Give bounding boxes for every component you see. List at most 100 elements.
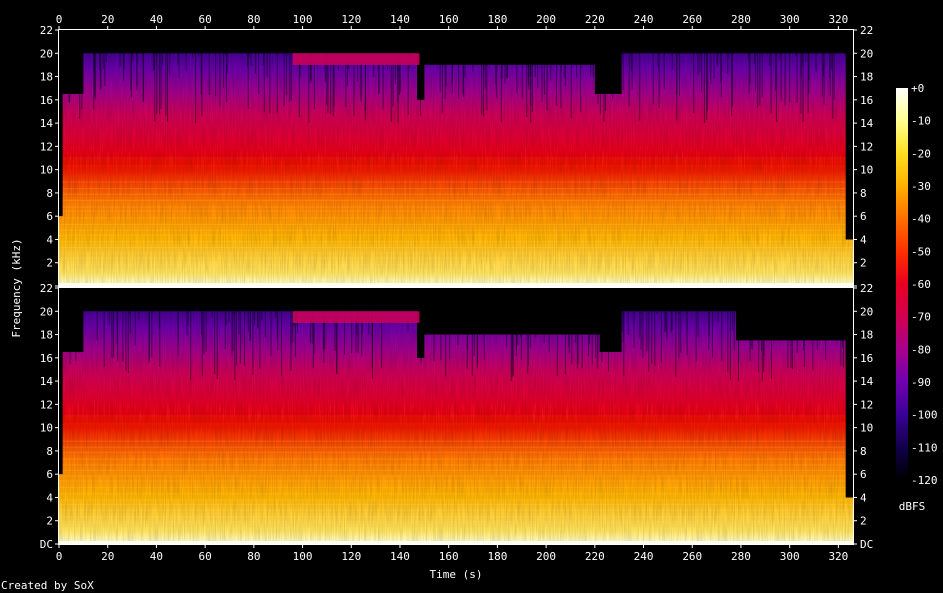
y-tick-label-left: 6 (46, 468, 53, 481)
colorbar-tick-label: -50 (911, 245, 931, 258)
y-tick-label-right: 22 (860, 24, 873, 37)
y-tick-label-left: 16 (40, 94, 53, 107)
x-axis: 0 0 20 20 40 40 60 60 80 80 100 100 120 120 140 140 160 1… (56, 13, 849, 563)
y-tick-label-right: 10 (860, 422, 873, 435)
y-tick-label-left: 12 (40, 398, 53, 411)
colorbar-tick-label: -110 (911, 441, 938, 454)
colorbar-tick-label: -40 (911, 213, 931, 226)
x-tick-label-top: 100 (293, 13, 313, 26)
y-tick-label-left: 20 (40, 47, 53, 60)
y-tick-label-left: 18 (40, 71, 53, 84)
x-tick-label-top: 80 (247, 13, 260, 26)
x-tick-label-top: 40 (150, 13, 163, 26)
colorbar-tick-label: -100 (911, 409, 938, 422)
y-tick-label-left: 4 (46, 491, 53, 504)
colorbar: +0 -10 -20 -30 -40 -50 -60 -70 -80 -90 -100 -110 -12… (896, 82, 938, 513)
colorbar-tick-label: +0 (911, 82, 924, 95)
x-tick-label-bottom: 40 (150, 550, 163, 563)
dc-line (59, 283, 853, 286)
y-tick-label-left: 2 (46, 515, 53, 528)
y-tick-label-right: 4 (860, 233, 867, 246)
colorbar-tick-label: -10 (911, 115, 931, 128)
x-tick-label-top: 180 (487, 13, 507, 26)
x-tick-label-bottom: 220 (585, 550, 605, 563)
y-tick-label-left: 2 (46, 257, 53, 270)
y-tick-label-right: 22 (860, 282, 873, 295)
x-tick-label-top: 220 (585, 13, 605, 26)
x-tick-label-top: 60 (199, 13, 212, 26)
y-tick-label-left: 14 (40, 117, 54, 130)
y-tick-label-right: 20 (860, 47, 873, 60)
x-tick-label-bottom: 320 (828, 550, 848, 563)
x-tick-label-top: 160 (439, 13, 459, 26)
colorbar-tick-label: -120 (911, 474, 938, 487)
x-tick-label-top: 200 (536, 13, 556, 26)
y-tick-label-right: 12 (860, 140, 873, 153)
x-tick-label-top: 260 (682, 13, 702, 26)
y-tick-label-left: 6 (46, 210, 53, 223)
y-tick-label-right: 18 (860, 71, 873, 84)
panel-frame (58, 29, 854, 287)
colorbar-tick-label: -20 (911, 147, 931, 160)
colorbar-tick-label: -30 (911, 180, 931, 193)
y-tick-label-right: 4 (860, 491, 867, 504)
panel-frame (58, 287, 854, 545)
x-tick-label-bottom: 120 (341, 550, 361, 563)
x-tick-label-bottom: 180 (487, 550, 507, 563)
y-tick-label-right: 14 (860, 375, 874, 388)
y-tick-label-right: 6 (860, 210, 867, 223)
y-tick-label-left: 10 (40, 164, 53, 177)
x-tick-label-bottom: 140 (390, 550, 410, 563)
colorbar-label: dBFS (899, 500, 926, 513)
x-tick-label-top: 140 (390, 13, 410, 26)
y-tick-label-left: 12 (40, 140, 53, 153)
colorbar-tick-label: -90 (911, 376, 931, 389)
x-tick-label-bottom: 240 (634, 550, 654, 563)
y-tick-label-left: 22 (40, 282, 53, 295)
y-tick-label-left: 16 (40, 352, 53, 365)
y-tick-label-right: 16 (860, 94, 873, 107)
y-tick-label-left: 8 (46, 187, 53, 200)
y-tick-label-left: 22 (40, 24, 53, 37)
x-tick-label-bottom: 60 (199, 550, 212, 563)
y-tick-label-left: 20 (40, 305, 53, 318)
x-tick-label-bottom: 200 (536, 550, 556, 563)
tone-band (292, 311, 420, 323)
y-tick-label-right: 10 (860, 164, 873, 177)
x-tick-label-top: 120 (341, 13, 361, 26)
x-tick-label-bottom: 100 (293, 550, 313, 563)
y-tick-label-left: 10 (40, 422, 53, 435)
y-tick-label-right: 2 (860, 257, 867, 270)
y-axis-label: Frequency (kHz) (10, 238, 23, 337)
y-tick-label-left: DC (40, 538, 53, 551)
x-tick-label-bottom: 20 (101, 550, 114, 563)
colorbar-tick-label: -80 (911, 343, 931, 356)
colorbar-tick-label: -70 (911, 311, 931, 324)
spectrogram-energy (59, 311, 853, 544)
x-tick-label-top: 240 (634, 13, 654, 26)
x-tick-label-bottom: 0 (56, 550, 63, 563)
y-tick-label-left: 8 (46, 445, 53, 458)
x-tick-label-bottom: 160 (439, 550, 459, 563)
credit-text: Created by SoX (1, 579, 94, 592)
spectrogram-energy (59, 53, 853, 286)
y-tick-label-left: 4 (46, 233, 53, 246)
dc-line (59, 541, 853, 544)
y-tick-label-right: 18 (860, 329, 873, 342)
y-tick-label-right: 8 (860, 187, 867, 200)
y-tick-label-right: 2 (860, 515, 867, 528)
x-tick-label-top: 0 (56, 13, 63, 26)
tone-band (292, 53, 420, 65)
x-tick-label-top: 280 (731, 13, 751, 26)
y-tick-label-left: 14 (40, 375, 54, 388)
y-tick-label-left: 18 (40, 329, 53, 342)
y-tick-label-right: 6 (860, 468, 867, 481)
y-tick-label-right: 20 (860, 305, 873, 318)
y-tick-label-right: 8 (860, 445, 867, 458)
x-tick-label-bottom: 280 (731, 550, 751, 563)
x-axis-label: Time (s) (430, 568, 483, 581)
x-tick-label-top: 300 (780, 13, 800, 26)
